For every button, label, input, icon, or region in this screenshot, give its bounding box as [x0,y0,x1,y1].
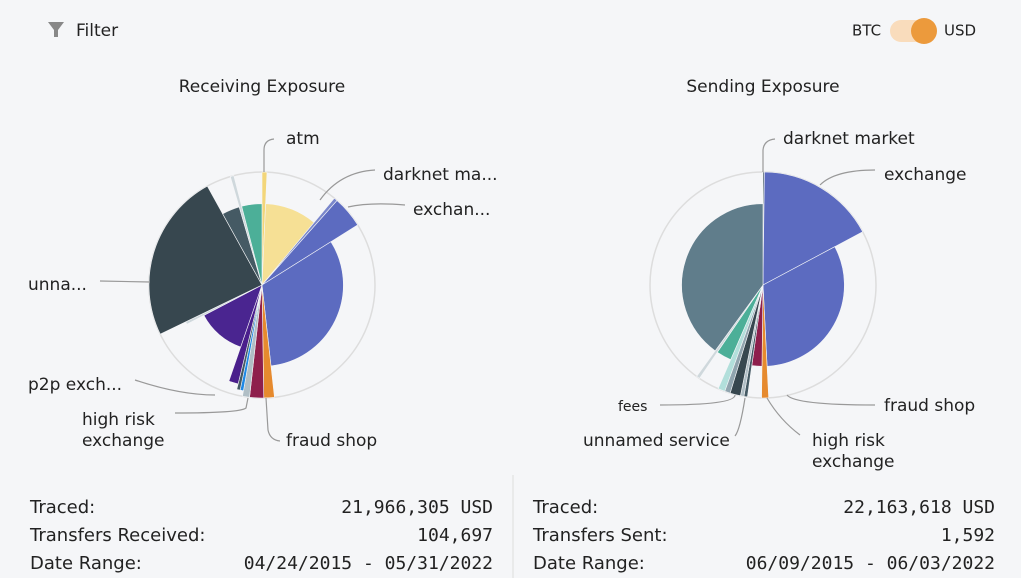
pie-segment [229,175,263,286]
leader-line [786,394,876,406]
toggle-knob[interactable] [911,18,937,44]
segment-label: high risk exchange [82,410,165,451]
leader-line [99,280,151,283]
leader-line [766,397,801,436]
segment-label: fraud shop [286,431,377,451]
chart-title: Sending Exposure [686,77,839,97]
leader-line [265,397,281,442]
pie-segment [762,246,845,367]
segment-label: unna... [28,275,87,295]
pie-segment [762,171,864,286]
filter-label[interactable]: Filter [76,21,118,41]
stat-value: 104,697 [417,525,493,546]
pie-segment [681,203,764,352]
segment-label: p2p exch... [28,375,122,395]
leader-line [819,169,876,186]
stat-value: 21,966,305 USD [341,497,493,518]
stat-value: 22,163,618 USD [843,497,995,518]
leader-line [762,138,776,172]
leader-line [734,397,746,437]
leader-line [263,138,275,172]
leader-line [347,203,406,208]
segment-label: darknet ma... [383,165,498,185]
segment-label: unnamed service [583,431,730,451]
toggle-right[interactable]: USD [944,22,976,40]
stat-label: Date Range: [30,553,142,574]
stat-label: Date Range: [533,553,645,574]
stat-label: Transfers Sent: [532,525,668,546]
filter-icon[interactable] [48,22,64,37]
stat-label: Traced: [29,497,95,518]
leader-line [659,394,736,406]
pie-segment [241,203,263,286]
segment-label: exchange [884,165,967,185]
leader-line [319,169,376,201]
stat-value: 04/24/2015 - 05/31/2022 [244,553,493,574]
segment-label: exchan... [413,200,490,220]
pie-segment [148,185,263,335]
pie-segment [761,284,769,399]
leader-line [134,379,216,396]
toggle-left[interactable]: BTC [852,22,881,40]
stat-label: Traced: [532,497,598,518]
stat-value: 06/09/2015 - 06/03/2022 [746,553,995,574]
stat-value: 1,592 [941,525,995,546]
segment-label: fees [618,399,647,415]
chart-title: Receiving Exposure [179,77,346,97]
segment-label: atm [286,129,320,149]
pie-segment [261,241,344,367]
leader-line [174,397,249,414]
stat-label: Transfers Received: [29,525,205,546]
segment-label: fraud shop [884,396,975,416]
pie-segment [261,200,359,286]
segment-label: high risk exchange [812,431,895,472]
segment-label: darknet market [783,129,915,149]
